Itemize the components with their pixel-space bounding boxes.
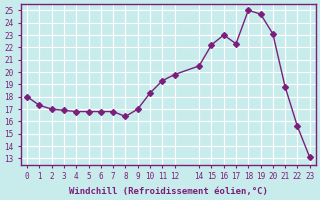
X-axis label: Windchill (Refroidissement éolien,°C): Windchill (Refroidissement éolien,°C)	[69, 187, 268, 196]
